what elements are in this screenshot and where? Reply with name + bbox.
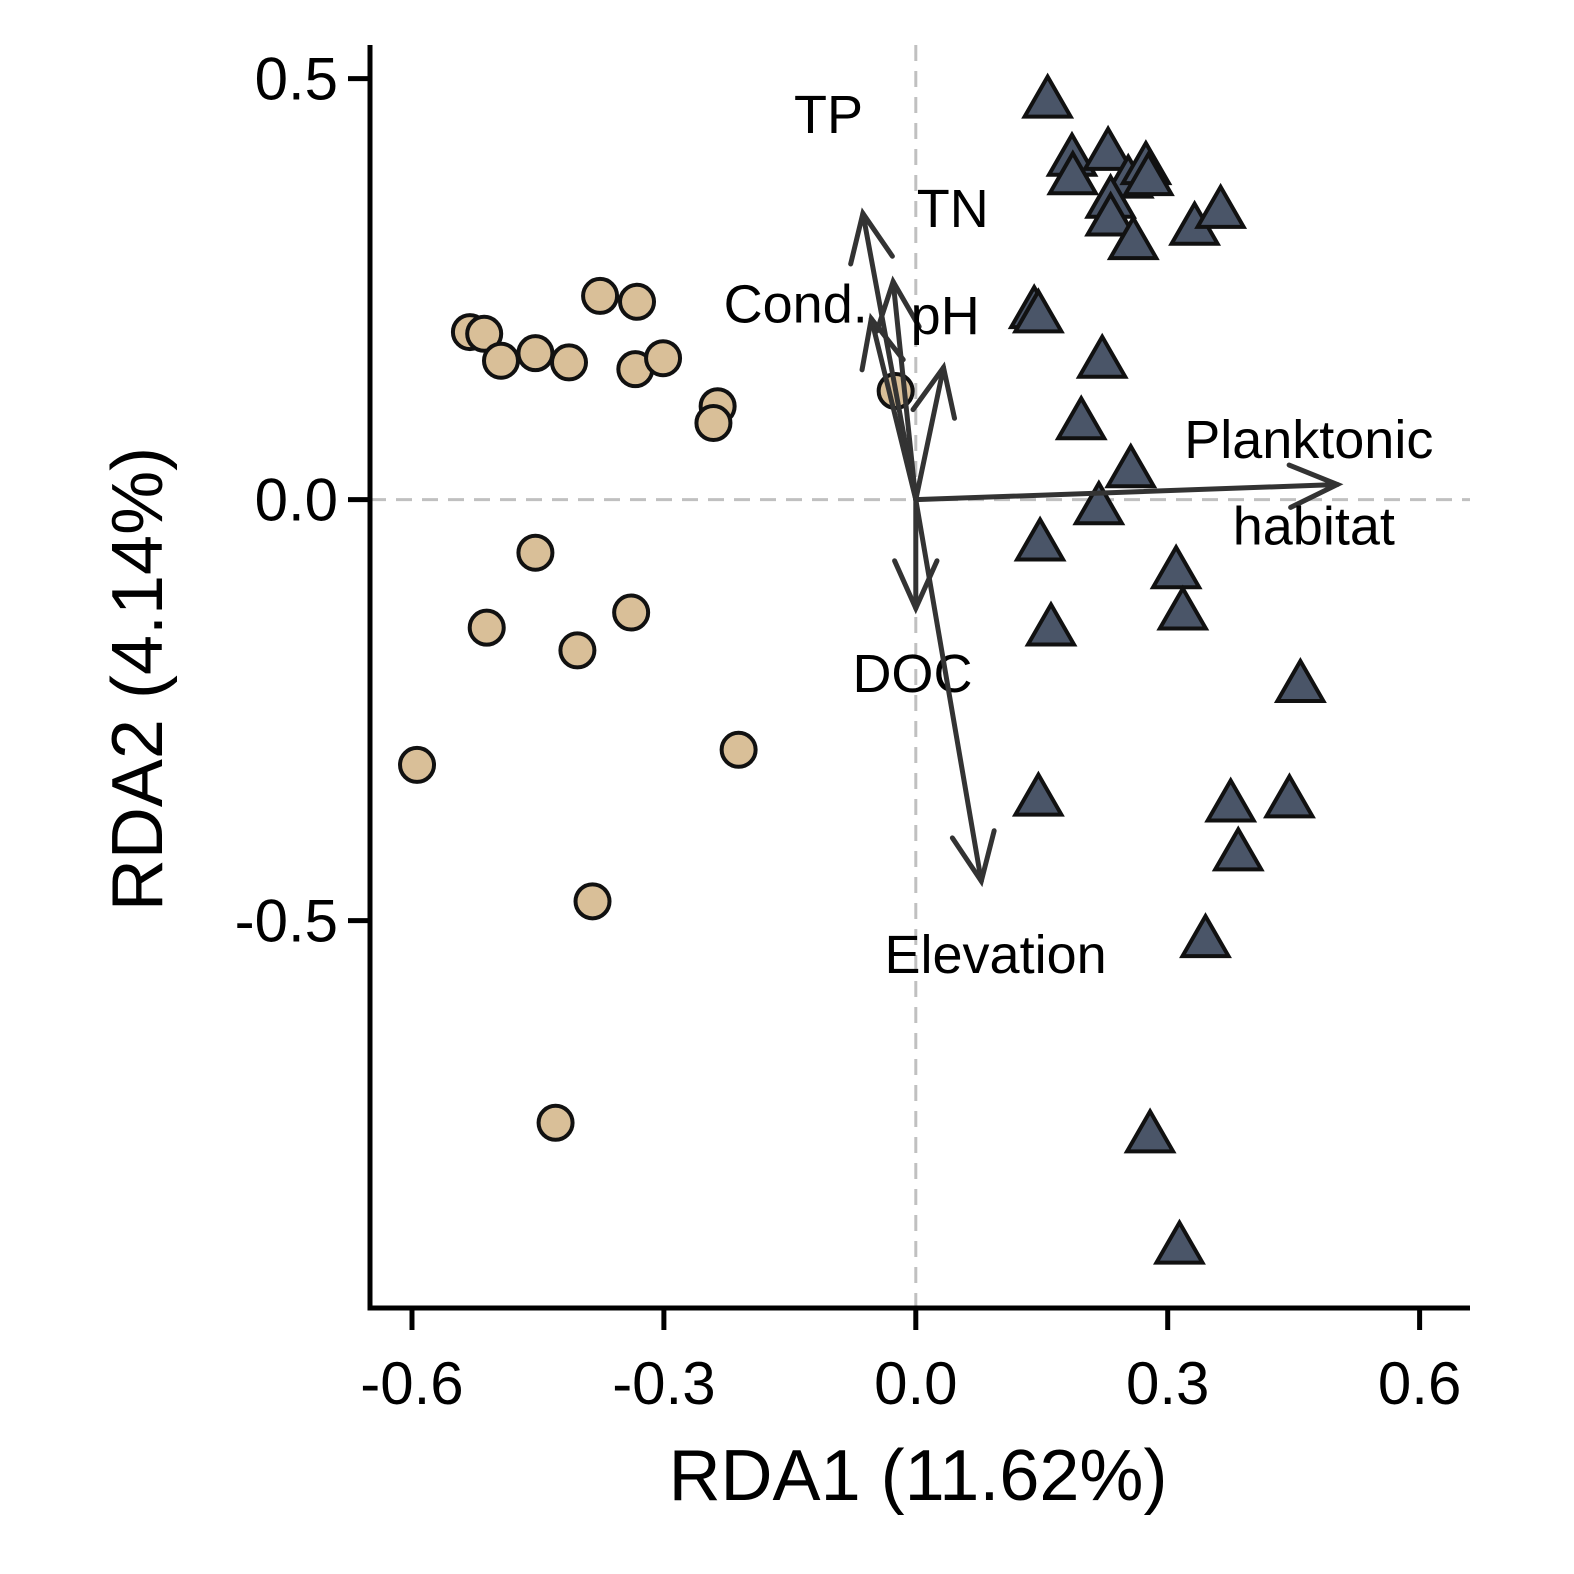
points-layer bbox=[398, 72, 1327, 1265]
x-tick-label: -0.3 bbox=[612, 1350, 715, 1417]
triangle-point bbox=[1011, 287, 1065, 334]
triangle-point bbox=[1011, 770, 1065, 817]
vector-arrowhead bbox=[874, 275, 922, 334]
triangle-point bbox=[1149, 543, 1203, 590]
x-tick-label: 0.3 bbox=[1126, 1350, 1209, 1417]
triangle-point bbox=[1054, 394, 1108, 441]
triangle-point bbox=[1072, 479, 1126, 526]
y-tick-label: 0.0 bbox=[255, 467, 338, 534]
triangle-point bbox=[1179, 912, 1232, 959]
triangle-point bbox=[1121, 150, 1175, 197]
vector-label: Elevation bbox=[884, 925, 1106, 985]
circle-point bbox=[467, 608, 506, 647]
vector-line bbox=[860, 210, 919, 503]
axes-layer bbox=[367, 45, 1470, 1311]
x-tick-label: -0.6 bbox=[360, 1350, 463, 1417]
vector-line bbox=[913, 364, 947, 503]
triangle-point bbox=[1153, 1218, 1206, 1265]
circle-point bbox=[618, 282, 657, 321]
circle-point bbox=[550, 343, 589, 382]
circle-point bbox=[719, 730, 758, 769]
vector-line bbox=[913, 482, 1340, 503]
triangle-point bbox=[1013, 515, 1067, 562]
triangle-point bbox=[1123, 1107, 1177, 1154]
x-axis-title: RDA1 (11.62%) bbox=[669, 1436, 1168, 1516]
ticks-layer: -0.6 -0.3 0.0 0.3 0.6 0.5 0.0 -0.5 bbox=[235, 46, 1462, 1417]
circle-point bbox=[536, 1103, 575, 1142]
triangle-point bbox=[1211, 825, 1265, 872]
circle-point bbox=[398, 745, 437, 784]
vector-arrowhead bbox=[910, 361, 958, 421]
circle-point bbox=[465, 314, 504, 353]
vector-arrowhead bbox=[1286, 462, 1344, 510]
circle-point bbox=[644, 339, 683, 378]
vector-arrowhead bbox=[949, 828, 997, 888]
y-tick-label: 0.5 bbox=[255, 46, 338, 113]
vector-label: DOC bbox=[852, 644, 972, 704]
triangle-point bbox=[1021, 72, 1075, 119]
circle-point bbox=[612, 593, 651, 632]
circle-point bbox=[581, 276, 620, 315]
vector-label: habitat bbox=[1233, 497, 1395, 557]
x-tick-label: 0.6 bbox=[1378, 1350, 1461, 1417]
vector-arrowhead bbox=[859, 312, 906, 373]
triangle-point bbox=[1273, 656, 1327, 703]
vectors-layer: TP TN Cond. pH Planktonic habitat DOC Elevation bbox=[724, 85, 1434, 985]
circle-point bbox=[481, 341, 520, 380]
triangle-point bbox=[1046, 149, 1100, 196]
y-tick-label: -0.5 bbox=[235, 888, 338, 955]
triangle-point bbox=[1104, 442, 1158, 489]
triangle-point bbox=[1204, 776, 1258, 823]
triangle-point bbox=[1081, 124, 1135, 171]
y-axis-title: RDA2 (4.14%) bbox=[98, 447, 178, 911]
circle-point bbox=[694, 404, 733, 443]
vector-label: TP bbox=[794, 85, 863, 145]
vector-line bbox=[868, 316, 919, 503]
triangle-point bbox=[1024, 600, 1078, 647]
vector-label: Cond. bbox=[724, 274, 868, 334]
triangle-point bbox=[1106, 214, 1160, 261]
circle-point bbox=[516, 533, 555, 572]
triangle-point bbox=[1263, 772, 1316, 819]
triangle-point bbox=[1156, 584, 1210, 631]
vector-label: TN bbox=[917, 179, 989, 239]
circle-point bbox=[573, 882, 612, 921]
triangle-point bbox=[1075, 332, 1129, 379]
vector-label: pH bbox=[911, 286, 980, 346]
vector-line bbox=[913, 497, 984, 884]
triangle-point bbox=[1194, 182, 1248, 229]
circle-point bbox=[516, 334, 555, 373]
circle-point bbox=[558, 631, 597, 670]
vector-line bbox=[890, 279, 919, 503]
x-tick-label: 0.0 bbox=[874, 1350, 957, 1417]
triangle-point bbox=[1084, 190, 1138, 237]
vector-arrowhead bbox=[848, 207, 895, 267]
vector-label: Planktonic bbox=[1184, 410, 1433, 470]
